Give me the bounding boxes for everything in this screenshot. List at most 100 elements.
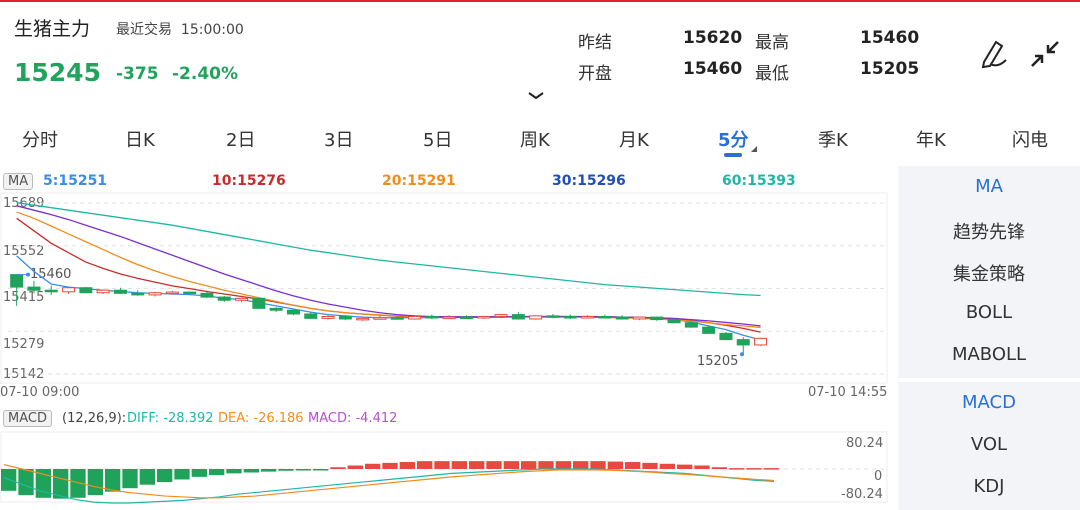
candle-up bbox=[321, 315, 335, 319]
tab-dropdown-icon[interactable] bbox=[751, 146, 757, 152]
candle-down bbox=[338, 315, 352, 320]
collapse-arrows-icon[interactable] bbox=[1031, 41, 1059, 67]
candle-down bbox=[44, 289, 58, 293]
macd-bar-up bbox=[729, 468, 745, 470]
low-marker-label: 15205 bbox=[697, 354, 739, 369]
indicator-trend-pioneer[interactable]: 趋势先锋 bbox=[953, 222, 1025, 243]
candle-down bbox=[736, 339, 750, 346]
indicator-macd[interactable]: MACD bbox=[962, 392, 1016, 413]
tab-monthly[interactable]: 月K bbox=[619, 130, 649, 151]
candle-down bbox=[183, 291, 197, 295]
candle-down bbox=[719, 332, 733, 341]
macd-bar-up bbox=[573, 461, 589, 469]
macd-bar-down bbox=[295, 469, 311, 471]
macd-bar-up bbox=[451, 461, 467, 469]
candle-down bbox=[217, 296, 231, 301]
chart-grid bbox=[0, 192, 888, 384]
ma-lines bbox=[16, 202, 761, 341]
macd-bar-up bbox=[746, 468, 762, 470]
tab-5min[interactable]: 5分 bbox=[718, 130, 749, 151]
macd-bar-up bbox=[486, 461, 502, 469]
macd-bar-up bbox=[711, 467, 727, 469]
macd-bar-up bbox=[469, 461, 485, 469]
tab-3day[interactable]: 3日 bbox=[324, 130, 354, 151]
tab-yearly[interactable]: 年K bbox=[916, 130, 946, 151]
high-value: 15460 bbox=[860, 28, 920, 48]
candle-up bbox=[529, 315, 543, 320]
ma60-legend: 60:15393 bbox=[722, 173, 796, 189]
macd-bar-up bbox=[555, 461, 571, 469]
indicator-vol[interactable]: VOL bbox=[970, 434, 1008, 455]
macd-tag[interactable]: MACD bbox=[3, 410, 52, 427]
ma20-legend: 20:15291 bbox=[382, 173, 456, 189]
candle-up bbox=[442, 316, 456, 320]
tab-5day[interactable]: 5日 bbox=[423, 130, 453, 151]
macd-bar-up bbox=[503, 461, 519, 469]
candle-up bbox=[96, 289, 110, 294]
price-axis-label: 15279 bbox=[3, 337, 45, 352]
indicator-maboll[interactable]: MABOLL bbox=[951, 344, 1027, 365]
time-label: 最近交易 bbox=[116, 22, 172, 38]
macd-bar-up bbox=[347, 465, 363, 469]
indicator-fund-strategy[interactable]: 集金策略 bbox=[953, 264, 1025, 285]
candle-up bbox=[494, 314, 508, 317]
ma30-legend: 30:15296 bbox=[552, 173, 626, 189]
macd-bar-down bbox=[87, 469, 103, 496]
macd-bar-down bbox=[139, 469, 155, 485]
price-axis-label: 15415 bbox=[3, 290, 45, 305]
prev-settle-value: 15620 bbox=[683, 28, 743, 48]
sub-indicator-panel: MACD VOL KDJ bbox=[898, 382, 1080, 510]
tab-intraday[interactable]: 分时 bbox=[22, 130, 58, 151]
last-trade-time: 最近交易 15:00:00 bbox=[116, 19, 244, 39]
ma5-line bbox=[16, 255, 761, 341]
indicator-ma[interactable]: MA bbox=[975, 176, 1003, 197]
macd-bar-down bbox=[226, 469, 242, 474]
candle-down bbox=[200, 292, 214, 298]
high-marker-dot bbox=[26, 272, 30, 277]
tab-weekly[interactable]: 周K bbox=[520, 130, 550, 151]
macd-bar-down bbox=[209, 469, 225, 476]
macd-bar-up bbox=[330, 467, 346, 469]
indicator-boll[interactable]: BOLL bbox=[965, 302, 1013, 323]
macd-bar-up bbox=[382, 462, 398, 469]
pen-edit-icon[interactable] bbox=[981, 40, 1007, 69]
tab-daily[interactable]: 日K bbox=[125, 130, 155, 151]
candle-up bbox=[165, 291, 179, 295]
tab-2day[interactable]: 2日 bbox=[226, 130, 256, 151]
ma30-line bbox=[16, 205, 761, 327]
macd-axis-top: 80.24 bbox=[846, 436, 884, 451]
candle-up bbox=[477, 315, 491, 319]
chevron-down-icon[interactable] bbox=[528, 92, 544, 100]
macd-diff-legend: DIFF: -28.392 bbox=[127, 411, 214, 426]
start-time-label: 07-10 09:00 bbox=[0, 385, 80, 400]
macd-bar-up bbox=[538, 461, 554, 469]
candle-down bbox=[269, 307, 283, 311]
macd-bar-up bbox=[607, 461, 623, 469]
macd-bar-down bbox=[53, 469, 69, 499]
candle-down bbox=[27, 286, 41, 291]
macd-bar-down bbox=[261, 469, 277, 472]
candle-down bbox=[425, 315, 439, 319]
macd-value-legend: MACD: -4.412 bbox=[308, 411, 398, 426]
ma-tag[interactable]: MA bbox=[3, 173, 34, 190]
macd-bar-up bbox=[677, 464, 693, 469]
candle-up bbox=[373, 317, 387, 320]
candle-down bbox=[615, 316, 629, 320]
ma5-legend: 5:15251 bbox=[43, 173, 108, 189]
price-axis-label: 15142 bbox=[3, 367, 45, 382]
high-marker-label: 15460 bbox=[30, 267, 72, 282]
candle-down bbox=[131, 292, 145, 296]
candle-up bbox=[632, 316, 646, 320]
candle-down bbox=[10, 274, 24, 288]
tab-flash[interactable]: 闪电 bbox=[1012, 130, 1048, 151]
macd-bar-down bbox=[18, 469, 34, 496]
tab-quarterly[interactable]: 季K bbox=[818, 130, 848, 151]
macd-axis-zero: 0 bbox=[874, 469, 883, 484]
candle-down bbox=[650, 316, 664, 321]
last-price: 15245 bbox=[14, 58, 101, 87]
macd-bar-up bbox=[434, 461, 450, 469]
candle-up bbox=[581, 315, 595, 319]
indicator-kdj[interactable]: KDJ bbox=[973, 476, 1005, 497]
candle-down bbox=[546, 315, 560, 318]
